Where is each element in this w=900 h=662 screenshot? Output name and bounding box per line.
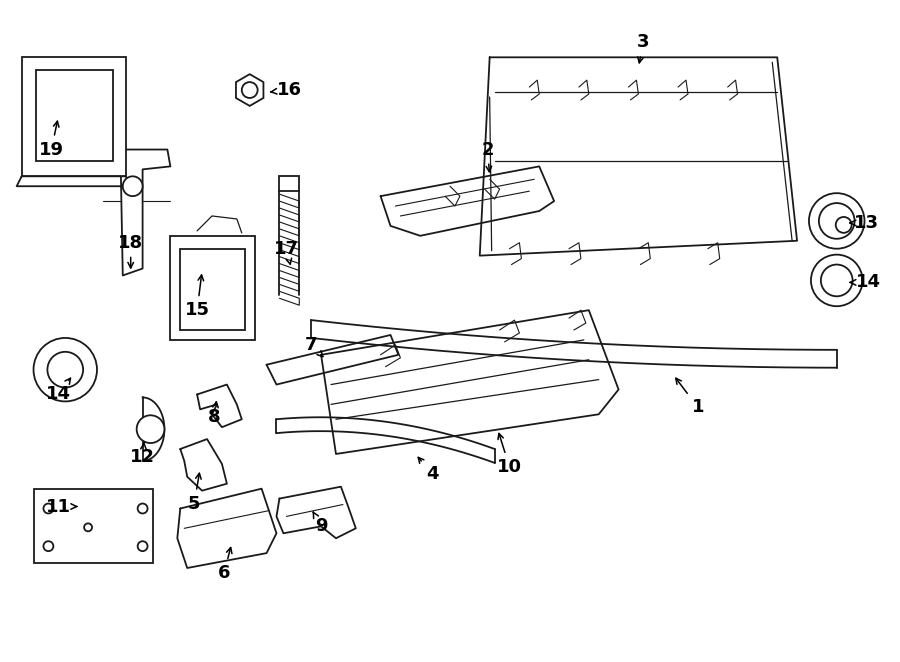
Text: 2: 2 [482, 140, 494, 172]
Polygon shape [180, 439, 227, 491]
Bar [33, 489, 152, 563]
Bar [35, 70, 112, 162]
Polygon shape [321, 310, 618, 454]
Circle shape [242, 82, 257, 98]
Text: 10: 10 [497, 434, 522, 476]
Text: 17: 17 [274, 240, 299, 264]
Text: 13: 13 [850, 214, 879, 232]
Circle shape [43, 542, 53, 551]
Polygon shape [480, 58, 797, 256]
Bar [22, 58, 126, 176]
Text: 14: 14 [46, 378, 71, 403]
Circle shape [821, 265, 852, 297]
Polygon shape [177, 489, 276, 568]
Text: 5: 5 [188, 473, 202, 512]
Circle shape [809, 193, 865, 249]
Polygon shape [276, 487, 356, 538]
Polygon shape [17, 176, 130, 186]
Circle shape [819, 203, 855, 239]
Circle shape [138, 504, 148, 514]
Circle shape [811, 255, 862, 307]
Text: 18: 18 [118, 234, 143, 268]
Circle shape [836, 217, 851, 233]
Text: 6: 6 [218, 547, 232, 582]
Text: 15: 15 [184, 275, 210, 319]
Bar [170, 236, 255, 340]
Text: 9: 9 [313, 512, 328, 536]
Text: 11: 11 [46, 498, 76, 516]
Text: 12: 12 [130, 442, 155, 466]
Circle shape [48, 352, 83, 387]
Circle shape [33, 338, 97, 401]
Polygon shape [103, 150, 170, 275]
Text: 3: 3 [637, 34, 650, 63]
Polygon shape [266, 335, 399, 385]
Text: 7: 7 [305, 336, 323, 357]
Bar [180, 249, 245, 330]
Polygon shape [381, 166, 554, 236]
Polygon shape [197, 385, 242, 427]
Circle shape [84, 524, 92, 532]
Text: 1: 1 [676, 378, 704, 416]
Text: 4: 4 [418, 457, 438, 483]
Circle shape [137, 415, 165, 443]
Bar [279, 176, 300, 191]
Text: 16: 16 [271, 81, 302, 99]
Text: 8: 8 [208, 402, 220, 426]
Circle shape [43, 504, 53, 514]
Circle shape [138, 542, 148, 551]
Circle shape [122, 176, 142, 196]
Text: 19: 19 [39, 121, 64, 158]
Text: 14: 14 [850, 273, 881, 291]
